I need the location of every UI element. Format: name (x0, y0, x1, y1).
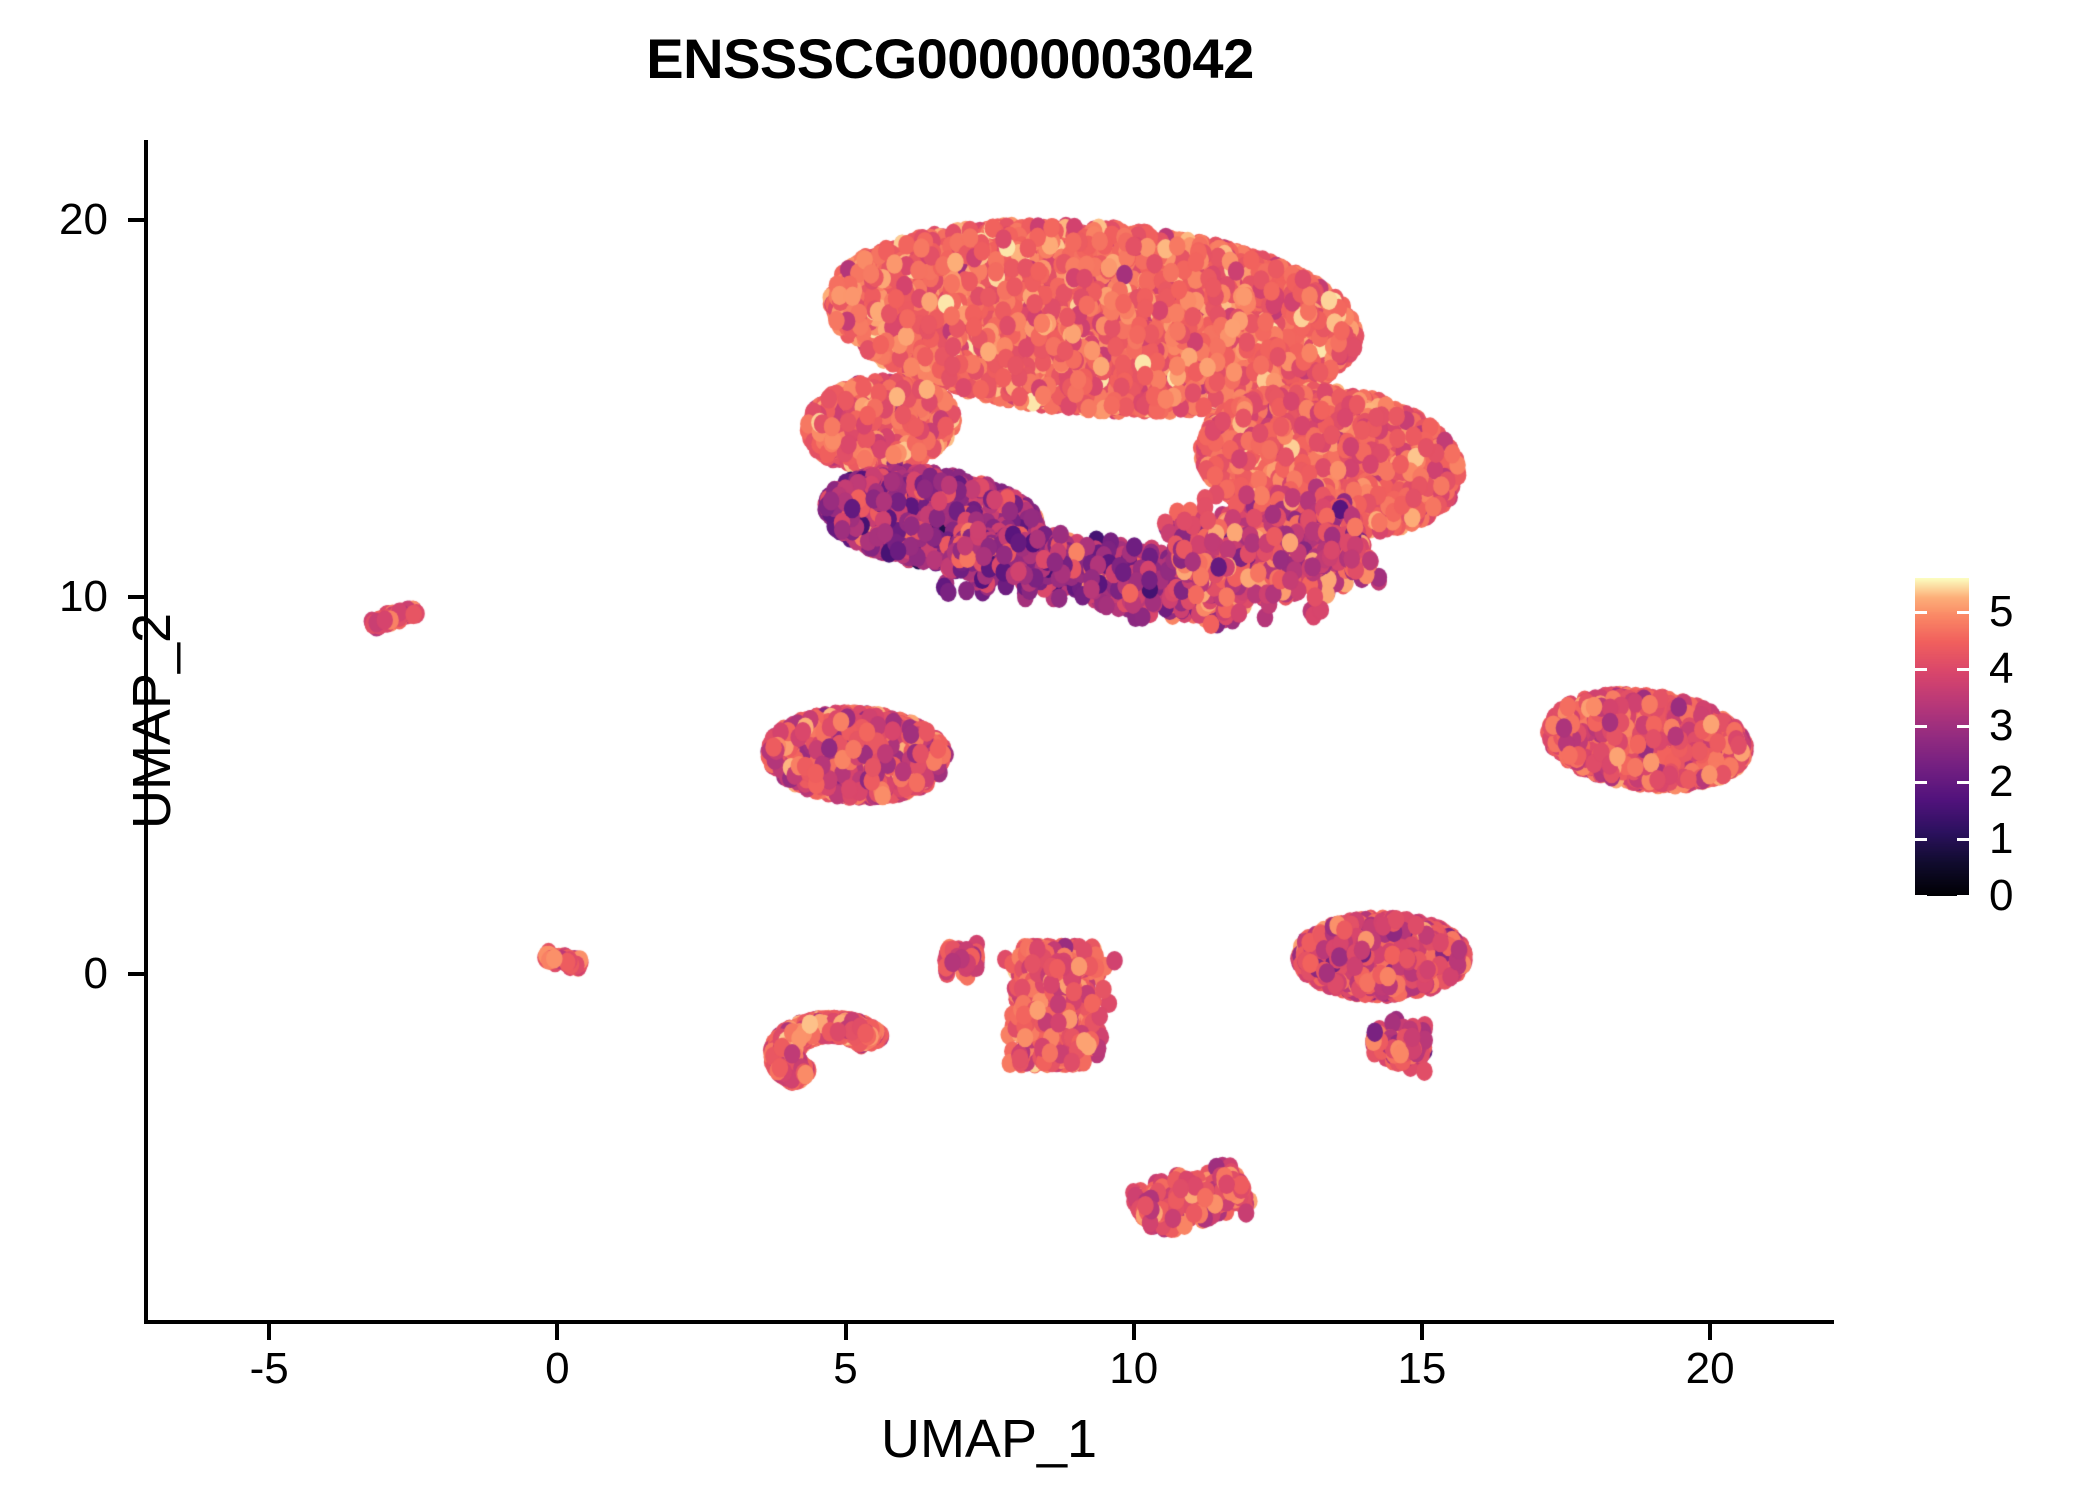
y-tick-mark (128, 971, 144, 976)
colorbar-tick-mark (1915, 667, 1927, 671)
colorbar-tick-mark (1957, 724, 1969, 728)
x-tick-mark (1131, 1324, 1136, 1340)
colorbar-tick-mark (1915, 781, 1927, 785)
colorbar-tick-mark (1957, 895, 1969, 898)
x-axis-line (144, 1320, 1834, 1324)
x-tick-mark (1708, 1324, 1713, 1340)
x-axis-title: UMAP_1 (880, 1409, 1098, 1469)
colorbar-tick-label: 3 (1989, 700, 2014, 750)
y-tick-label: 10 (59, 571, 108, 621)
x-tick-mark (267, 1324, 272, 1340)
colorbar-tick-mark (1915, 724, 1927, 728)
x-tick-label: 20 (1685, 1344, 1735, 1393)
plot-panel: -5 0 5 10 15 20 0 10 20 UMAP_1 UMAP_2 (59, 130, 1860, 1469)
colorbar-tick-mark (1957, 611, 1969, 615)
colorbar-tick-label: 1 (1989, 814, 2014, 864)
x-tick-mark (843, 1324, 848, 1340)
colorbar-tick-label: 4 (1989, 643, 2014, 693)
y-tick-mark (128, 594, 144, 599)
x-tick-label: 10 (1109, 1344, 1159, 1393)
x-tick-label: 0 (545, 1344, 570, 1393)
y-tick-mark (128, 218, 144, 223)
colorbar-tick-label: 0 (1989, 871, 2014, 920)
page-title: ENSSSCG00000003042 (646, 27, 1254, 90)
x-tick-mark (1419, 1324, 1424, 1340)
colorbar-tick-label: 2 (1989, 757, 2014, 807)
x-tick-mark (555, 1324, 560, 1340)
y-tick-label: 20 (59, 195, 108, 245)
y-axis-line (144, 140, 148, 1320)
x-tick-label: 5 (833, 1344, 858, 1393)
scatter-plot-canvas (200, 130, 1860, 1320)
colorbar-gradient (1915, 578, 1969, 896)
colorbar-tick-mark (1915, 838, 1927, 842)
colorbar-tick-mark (1957, 781, 1969, 785)
colorbar-tick-mark (1915, 895, 1927, 898)
colorbar-tick-mark (1915, 611, 1927, 615)
y-tick-label: 0 (83, 948, 108, 998)
y-axis-title: UMAP_2 (122, 612, 182, 830)
colorbar-tick-label: 5 (1989, 587, 2014, 637)
colorbar-tick-mark (1957, 838, 1969, 842)
colorbar-legend: 0 1 2 3 4 5 (1915, 578, 2085, 920)
x-tick-label: 15 (1397, 1344, 1447, 1393)
colorbar-tick-mark (1957, 667, 1969, 671)
x-tick-label: -5 (249, 1344, 289, 1393)
